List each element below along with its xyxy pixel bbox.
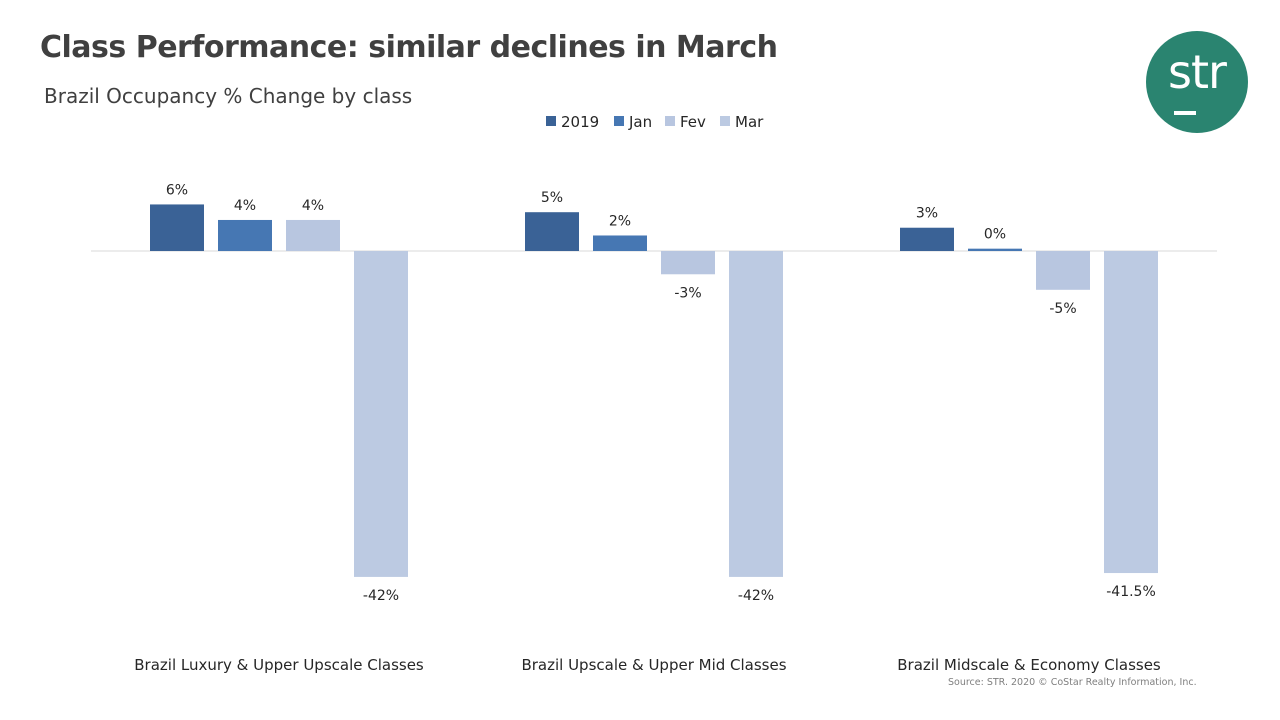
str-logo: str (1146, 31, 1248, 133)
legend-label-jan: Jan (628, 113, 652, 131)
data-label-mar-2: -42% (738, 588, 774, 604)
slide-subtitle: Brazil Occupancy % Change by class (44, 84, 413, 108)
category-label-1: Brazil Luxury & Upper Upscale Classes (134, 656, 424, 674)
bar-fev-3 (1036, 251, 1090, 290)
bar-jan-3 (968, 248, 1022, 251)
category-label-3: Brazil Midscale & Economy Classes (897, 656, 1161, 674)
category-label-2: Brazil Upscale & Upper Mid Classes (521, 656, 786, 674)
bar-2019-1 (150, 204, 204, 251)
bar-mar-3 (1104, 251, 1158, 574)
data-label-fev-3: -5% (1049, 301, 1076, 317)
data-label-fev-1: 4% (302, 198, 324, 214)
category-labels-group: Brazil Luxury & Upper Upscale Classes Bra… (134, 656, 1161, 674)
bar-2019-3 (900, 227, 954, 251)
data-label-2019-2: 5% (541, 190, 563, 206)
data-label-jan-2: 2% (609, 213, 631, 229)
legend-label-mar: Mar (735, 113, 764, 131)
bar-jan-2 (593, 235, 647, 251)
bar-2019-2 (525, 212, 579, 251)
slide-title: Class Performance: similar declines in M… (40, 30, 778, 65)
bars-group (150, 204, 1158, 577)
bar-fev-2 (661, 251, 715, 275)
data-label-2019-1: 6% (166, 182, 188, 198)
data-label-jan-1: 4% (234, 198, 256, 214)
data-label-2019-3: 3% (916, 206, 938, 222)
bar-mar-2 (729, 251, 783, 577)
legend-swatch-2019 (546, 116, 556, 126)
data-labels-group: 6% 5% 3% 4% 2% 0% 4% -3% -5% -42% -42% -41.5% (166, 182, 1156, 603)
data-label-fev-2: -3% (674, 285, 701, 301)
logo-underline (1174, 111, 1196, 115)
source-note: Source: STR. 2020 © CoStar Realty Inform… (948, 677, 1197, 688)
bar-jan-1 (218, 219, 272, 251)
logo-text: str (1168, 45, 1227, 99)
legend-label-2019: 2019 (561, 113, 599, 131)
data-label-jan-3: 0% (984, 227, 1006, 243)
bar-fev-1 (286, 219, 340, 251)
legend: 2019 Jan Fev Mar (546, 113, 764, 131)
bar-mar-1 (354, 251, 408, 577)
data-label-mar-1: -42% (363, 588, 399, 604)
legend-swatch-mar (720, 116, 730, 126)
data-label-mar-3: -41.5% (1106, 584, 1156, 600)
legend-swatch-jan (614, 116, 624, 126)
legend-swatch-fev (665, 116, 675, 126)
legend-label-fev: Fev (680, 113, 706, 131)
